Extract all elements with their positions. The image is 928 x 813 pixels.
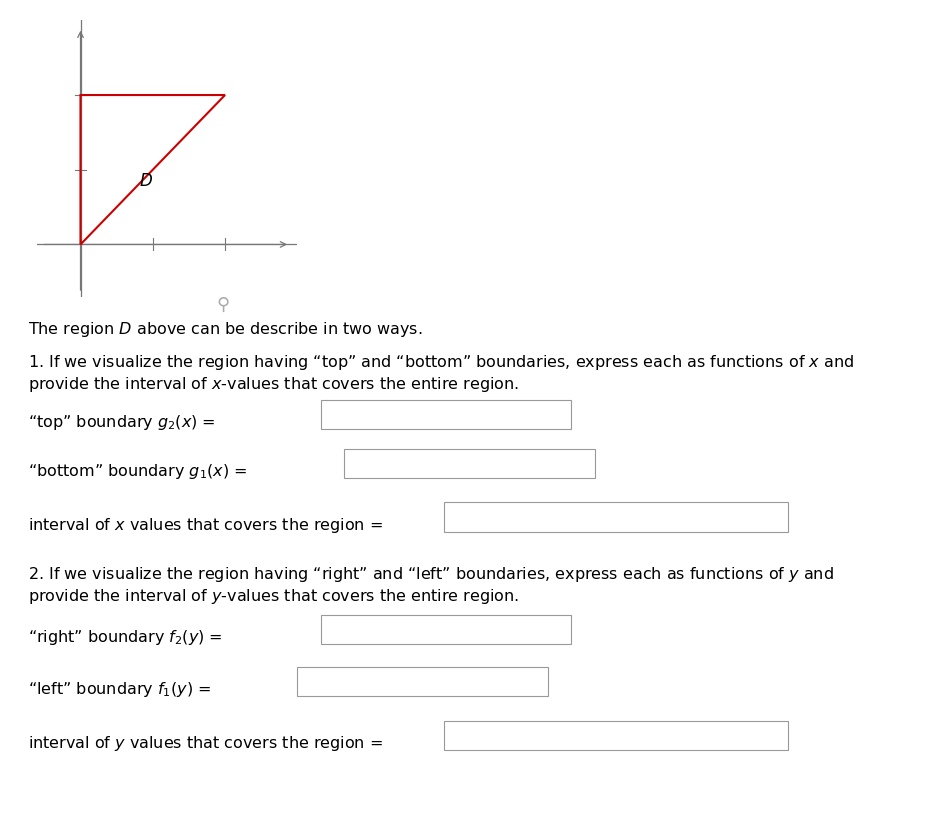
Text: “bottom” boundary $g_1(x)$ =: “bottom” boundary $g_1(x)$ = bbox=[28, 462, 247, 480]
Text: interval of $y$ values that covers the region =: interval of $y$ values that covers the r… bbox=[28, 734, 382, 753]
Text: “top” boundary $g_2(x)$ =: “top” boundary $g_2(x)$ = bbox=[28, 413, 215, 432]
FancyBboxPatch shape bbox=[320, 400, 571, 429]
Text: 2. If we visualize the region having “right” and “left” boundaries, express each: 2. If we visualize the region having “ri… bbox=[28, 565, 832, 606]
Text: 1. If we visualize the region having “top” and “bottom” boundaries, express each: 1. If we visualize the region having “to… bbox=[28, 353, 853, 393]
Text: interval of $x$ values that covers the region =: interval of $x$ values that covers the r… bbox=[28, 516, 382, 535]
FancyBboxPatch shape bbox=[297, 667, 548, 696]
FancyBboxPatch shape bbox=[444, 721, 787, 750]
Text: ⚲: ⚲ bbox=[216, 296, 229, 314]
Text: “left” boundary $f_1(y)$ =: “left” boundary $f_1(y)$ = bbox=[28, 680, 211, 698]
FancyBboxPatch shape bbox=[444, 502, 787, 532]
Text: The region $D$ above can be describe in two ways.: The region $D$ above can be describe in … bbox=[28, 320, 422, 338]
FancyBboxPatch shape bbox=[343, 449, 594, 478]
Text: “right” boundary $f_2(y)$ =: “right” boundary $f_2(y)$ = bbox=[28, 628, 222, 646]
FancyBboxPatch shape bbox=[320, 615, 571, 644]
Text: $D$: $D$ bbox=[138, 172, 152, 190]
